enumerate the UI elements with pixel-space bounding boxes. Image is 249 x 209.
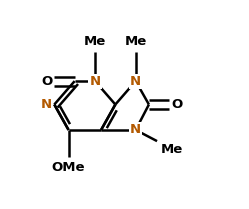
Text: N: N <box>41 98 52 111</box>
Text: O: O <box>171 98 183 111</box>
Text: O: O <box>41 75 52 88</box>
Text: OMe: OMe <box>52 162 85 175</box>
Text: Me: Me <box>84 34 106 47</box>
Text: N: N <box>89 75 101 88</box>
Text: Me: Me <box>124 34 147 47</box>
Text: N: N <box>130 75 141 88</box>
Text: Me: Me <box>161 143 183 156</box>
Text: N: N <box>130 124 141 136</box>
